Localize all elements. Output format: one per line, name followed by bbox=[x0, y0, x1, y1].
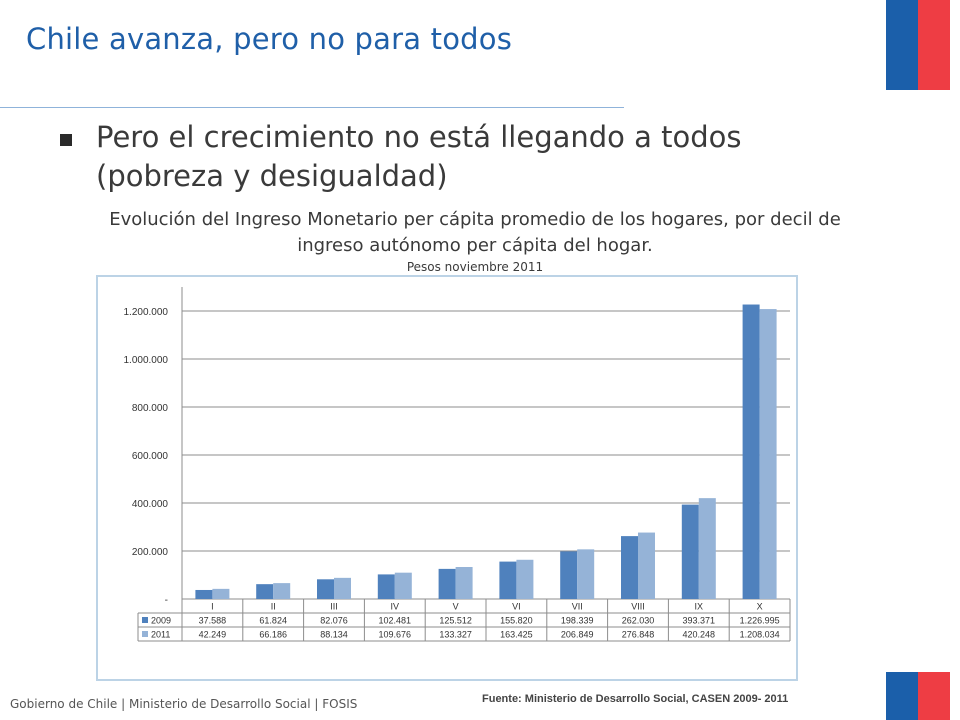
data-label: 206.849 bbox=[561, 630, 594, 640]
data-label: 393.371 bbox=[683, 616, 716, 626]
x-tick-label: IV bbox=[391, 602, 400, 612]
data-label: 61.824 bbox=[259, 616, 287, 626]
x-tick-label: VII bbox=[572, 602, 583, 612]
bar-2011-II bbox=[273, 583, 291, 599]
y-tick-label: 1.200.000 bbox=[124, 307, 169, 318]
data-label: 276.848 bbox=[622, 630, 655, 640]
y-tick-label: 1.000.000 bbox=[124, 355, 169, 366]
bar-2011-III bbox=[334, 577, 351, 599]
data-label: 262.030 bbox=[622, 616, 655, 626]
bar-2011-VII bbox=[577, 549, 595, 599]
x-tick-label: II bbox=[271, 602, 276, 612]
data-label: 102.481 bbox=[379, 616, 412, 626]
bar-2009-X bbox=[742, 304, 760, 599]
x-tick-label: X bbox=[757, 602, 763, 612]
bar-2009-III bbox=[317, 579, 334, 599]
bullet-text: Pero el crecimiento no está llegando a t… bbox=[96, 120, 742, 193]
footer-credits: Gobierno de Chile | Ministerio de Desarr… bbox=[10, 697, 358, 711]
data-label: 420.248 bbox=[683, 630, 716, 640]
data-label: 198.339 bbox=[561, 616, 594, 626]
data-label: 82.076 bbox=[320, 616, 348, 626]
bar-2009-VII bbox=[560, 551, 578, 599]
bar-2011-I bbox=[212, 588, 230, 599]
footer-source: Fuente: Ministerio de Desarrollo Social,… bbox=[482, 693, 789, 705]
x-tick-label: IX bbox=[695, 602, 704, 612]
data-label: 163.425 bbox=[500, 630, 533, 640]
x-tick-label: I bbox=[211, 602, 214, 612]
data-label: 37.588 bbox=[199, 616, 227, 626]
chile-flag-bottom-logo bbox=[886, 672, 950, 720]
chart-units: Pesos noviembre 2011 bbox=[406, 260, 544, 274]
chart-frame: - 200.000 400.000 600.000 800.000 1.000.000 1.… bbox=[96, 275, 798, 681]
y-tick-label: - bbox=[165, 595, 168, 606]
bar-2011-IV bbox=[394, 572, 412, 599]
y-tick-label: 200.000 bbox=[132, 547, 169, 558]
legend-swatch-2009 bbox=[142, 617, 148, 623]
chile-flag-top-logo bbox=[886, 0, 950, 90]
data-label: 42.249 bbox=[199, 630, 227, 640]
bar-2011-V bbox=[455, 567, 473, 599]
data-label: 125.512 bbox=[439, 616, 472, 626]
income-chart: - 200.000 400.000 600.000 800.000 1.000.000 1.… bbox=[124, 287, 791, 642]
data-label: 1.208.034 bbox=[740, 630, 780, 640]
bar-2009-IX bbox=[681, 504, 699, 599]
legend-label: 2009 bbox=[151, 616, 171, 626]
data-label: 133.327 bbox=[439, 630, 472, 640]
x-tick-label: V bbox=[453, 602, 459, 612]
bar-2009-IV bbox=[377, 574, 395, 599]
y-tick-label: 800.000 bbox=[132, 403, 169, 414]
data-label: 66.186 bbox=[259, 630, 287, 640]
chart-subtitle: Evolución del Ingreso Monetario per cápi… bbox=[109, 209, 841, 256]
x-tick-label: VI bbox=[512, 602, 521, 612]
bar-2011-X bbox=[759, 309, 777, 599]
bar-2011-IX bbox=[698, 498, 716, 599]
y-tick-label: 600.000 bbox=[132, 451, 169, 462]
data-label: 1.226.995 bbox=[740, 616, 780, 626]
title-divider bbox=[0, 107, 624, 108]
bar-2009-VI bbox=[499, 561, 517, 599]
bar-2009-VIII bbox=[621, 536, 638, 599]
data-label: 109.676 bbox=[379, 630, 412, 640]
bar-2009-V bbox=[438, 568, 456, 599]
legend-label: 2011 bbox=[151, 630, 170, 640]
data-label: 88.134 bbox=[320, 630, 348, 640]
page-title: Chile avanza, pero no para todos bbox=[26, 22, 513, 56]
bullet-marker bbox=[60, 134, 72, 146]
x-tick-label: III bbox=[330, 602, 338, 612]
bar-2009-I bbox=[195, 589, 213, 599]
legend-swatch-2011 bbox=[142, 631, 148, 637]
data-label: 155.820 bbox=[500, 616, 533, 626]
bar-2009-II bbox=[256, 584, 274, 599]
x-tick-label: VIII bbox=[631, 602, 645, 612]
bar-2011-VI bbox=[516, 559, 534, 599]
y-tick-label: 400.000 bbox=[132, 499, 169, 510]
bar-2011-VIII bbox=[638, 532, 655, 599]
